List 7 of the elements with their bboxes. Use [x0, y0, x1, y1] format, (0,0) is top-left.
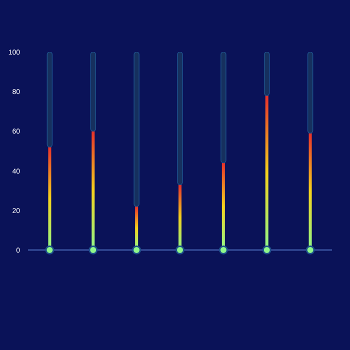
bar — [307, 52, 314, 134]
bar — [220, 52, 226, 164]
bar — [46, 52, 53, 148]
bar — [177, 52, 183, 186]
bar — [264, 52, 270, 96]
bar — [90, 52, 96, 132]
bar — [134, 52, 140, 207]
